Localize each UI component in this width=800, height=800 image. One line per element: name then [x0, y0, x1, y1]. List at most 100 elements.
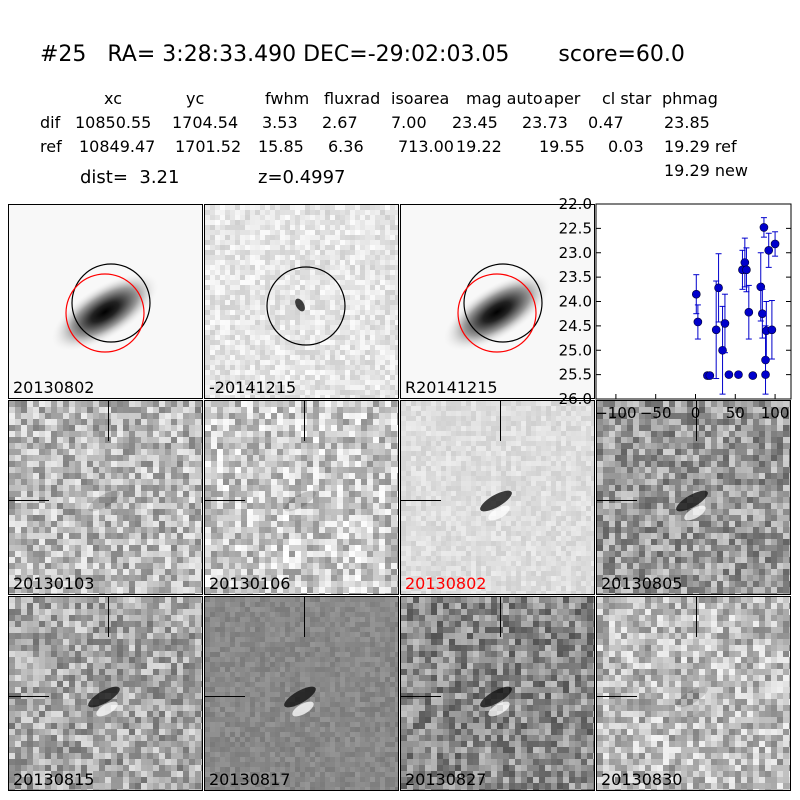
residual-dark: [88, 686, 120, 708]
stamp-panel[interactable]: 20130805: [596, 400, 791, 595]
x-tick-label: 100: [761, 404, 790, 422]
data-point: [759, 223, 769, 232]
stamp-image: [205, 401, 398, 594]
stamp-date-label: 20130802: [405, 574, 487, 593]
x-tick-label: 0: [691, 404, 701, 422]
galaxy-image: [50, 272, 160, 352]
table-cell: 1704.54: [172, 113, 239, 132]
row-label: ref: [40, 137, 62, 156]
crosshair-vertical: [500, 597, 501, 637]
residual-bright: [292, 701, 314, 717]
crosshair-horizontal: [9, 696, 49, 697]
crosshair-horizontal: [401, 500, 441, 501]
table-cell: 3.53: [262, 113, 298, 132]
stamp-date-label: 20130106: [209, 574, 291, 593]
page-title: #25 RA= 3:28:33.490 DEC=-29:02:03.05 sco…: [40, 42, 685, 67]
stamp-panel[interactable]: 20130802: [8, 204, 203, 399]
phmag-new: 19.29 new: [664, 161, 748, 180]
crosshair-vertical: [696, 401, 697, 441]
redshift-value: z=0.4997: [258, 167, 346, 188]
stamp-panel[interactable]: 20130815: [8, 596, 203, 791]
residual-bright: [684, 701, 706, 717]
column-header: aper: [544, 89, 581, 108]
ref-aperture-circle: [463, 263, 543, 343]
new-aperture-circle: [65, 273, 145, 353]
plot-frame: [595, 203, 792, 400]
column-header: fwhm: [265, 89, 310, 108]
stamp-panel[interactable]: -20141215: [204, 204, 399, 399]
table-cell: 10849.47: [79, 137, 156, 156]
ref-aperture-circle: [266, 266, 346, 346]
residual-dark: [480, 490, 512, 512]
stamp-date-label: 20130805: [601, 574, 683, 593]
stamp-panel[interactable]: 20130830: [596, 596, 791, 791]
data-point: [734, 370, 743, 379]
ref-aperture-circle: [71, 263, 151, 343]
y-tick-label: 25.5: [559, 366, 592, 384]
y-tick-label: 24.0: [559, 293, 592, 311]
residual-dark: [295, 298, 305, 312]
stamp-panel[interactable]: 20130106: [204, 400, 399, 595]
residual-dark: [480, 686, 512, 708]
column-header: fluxrad: [324, 89, 381, 108]
stamp-image: [9, 401, 202, 594]
x-tick-label: −50: [640, 404, 672, 422]
crosshair-horizontal: [205, 696, 245, 697]
data-point: [744, 307, 754, 317]
stamp-date-label: R20141215: [405, 378, 498, 397]
column-header: mag auto: [466, 89, 543, 108]
stamp-image: [401, 597, 594, 790]
table-cell: 19.22: [456, 137, 502, 156]
table-cell: 2.67: [322, 113, 358, 132]
table-cell: 713.00: [398, 137, 454, 156]
stamp-panel[interactable]: 20130827: [400, 596, 595, 791]
stamp-panel[interactable]: R20141215: [400, 204, 595, 399]
y-tick-label: 25.0: [559, 341, 592, 359]
crosshair-horizontal: [597, 500, 637, 501]
y-tick-label: 23.5: [559, 268, 592, 286]
residual-dark: [88, 490, 120, 512]
data-point: [691, 289, 701, 299]
table-cell: 23.85: [664, 113, 710, 132]
table-cell: 19.55: [539, 137, 585, 156]
residual-bright: [488, 701, 510, 717]
column-header: phmag: [662, 89, 718, 108]
data-point: [714, 283, 723, 293]
column-header: yc: [186, 89, 205, 108]
residual-bright: [684, 505, 706, 521]
stamp-image: [597, 597, 790, 790]
data-point: [705, 371, 715, 380]
crosshair-vertical: [304, 401, 305, 441]
table-cell: 23.73: [522, 113, 568, 132]
column-header: cl star: [602, 89, 652, 108]
stamp-date-label: -20141215: [209, 378, 297, 397]
crosshair-horizontal: [597, 696, 637, 697]
data-point: [742, 265, 751, 275]
stamp-image: [205, 597, 398, 790]
stamp-date-label: 20130817: [209, 770, 291, 789]
stamp-image: [401, 401, 594, 594]
data-point: [758, 309, 767, 318]
residual-dark: [284, 490, 316, 512]
residual-dark: [284, 686, 316, 708]
stamp-panel[interactable]: 20130802: [400, 400, 595, 595]
crosshair-vertical: [500, 401, 501, 441]
residual-bright: [96, 701, 118, 717]
column-header: isoarea: [391, 89, 450, 108]
stamp-image: [205, 205, 398, 398]
y-tick-label: 22.5: [559, 219, 592, 237]
data-point: [767, 325, 777, 335]
stamp-panel[interactable]: 20130817: [204, 596, 399, 791]
data-point: [764, 246, 774, 255]
residual-bright: [96, 505, 118, 521]
crosshair-horizontal: [401, 696, 441, 697]
table-cell: 23.45: [452, 113, 498, 132]
stamp-panel[interactable]: 20130103: [8, 400, 203, 595]
light-curve-svg: 22.0 22.5 23.0 23.5 24.0 24.5 25.0 25.5 26.0−100…: [559, 195, 792, 422]
x-tick-label: −100: [595, 404, 636, 422]
data-point: [724, 370, 734, 379]
new-aperture-circle: [457, 273, 537, 353]
table-cell: 10850.55: [75, 113, 152, 132]
column-header: xc: [104, 89, 122, 108]
stamp-image: [597, 401, 790, 594]
